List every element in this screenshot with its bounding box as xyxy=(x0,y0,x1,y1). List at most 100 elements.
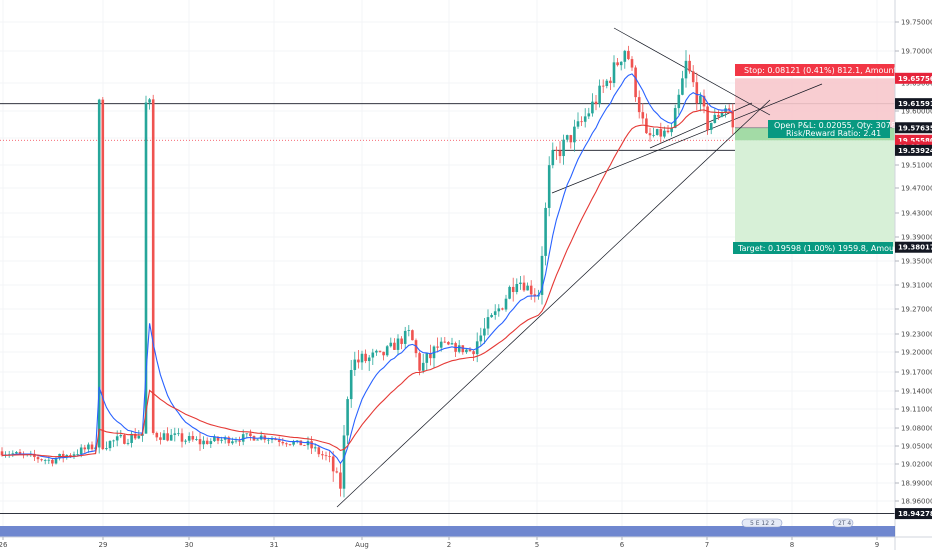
candle-body xyxy=(511,286,515,293)
price-tag: 19.65756 xyxy=(898,75,932,83)
candle-body xyxy=(205,440,209,445)
price-tag-bg xyxy=(895,134,932,146)
candle-body xyxy=(83,447,87,450)
candle-body xyxy=(223,437,227,440)
candle-body xyxy=(15,452,18,454)
candle-body xyxy=(209,441,213,445)
candle-body xyxy=(267,439,270,441)
candle-body xyxy=(691,71,695,83)
candle-body xyxy=(555,150,558,151)
target-zone[interactable] xyxy=(735,127,895,248)
price-tag-bg xyxy=(895,122,932,134)
candle-body xyxy=(439,341,443,348)
candle-body xyxy=(241,434,245,442)
candle-body xyxy=(666,130,670,133)
price-tick-label: 19.23000 xyxy=(901,331,932,339)
time-tick-label: 31 xyxy=(270,541,279,549)
candle-body xyxy=(443,341,447,343)
price-tick-label: 19.75000 xyxy=(901,19,932,27)
price-tick-label: 19.08000 xyxy=(901,425,932,433)
price-tick-label: 19.60000 xyxy=(901,108,932,116)
price-tick-label: 19.43000 xyxy=(901,210,932,218)
candle-body xyxy=(378,350,382,352)
candle-body xyxy=(609,80,612,84)
position-tool[interactable] xyxy=(735,78,895,248)
candle-body xyxy=(137,435,141,439)
candle-body xyxy=(187,435,191,441)
candle-body xyxy=(299,440,303,446)
candle-body xyxy=(159,437,162,440)
price-axis[interactable]: 19.7500019.7000019.6500019.6000019.56000… xyxy=(894,0,932,550)
triangle-lower-trendline[interactable] xyxy=(649,102,753,149)
price-tag: 19.61591 xyxy=(898,100,932,108)
candle-body xyxy=(501,308,504,310)
price-tags: 19.6575619.6159119.5763519.5558021:0819.… xyxy=(895,72,932,520)
candle-body xyxy=(418,353,421,371)
candle-body xyxy=(375,350,378,353)
price-tick-label: 19.02000 xyxy=(901,461,932,469)
candle-body xyxy=(162,433,166,440)
candle-body xyxy=(177,433,180,435)
candle-body xyxy=(346,399,349,436)
time-tick-label: 30 xyxy=(185,541,194,549)
candle-body xyxy=(364,353,367,362)
candle-body xyxy=(623,50,627,62)
time-tick-label: 26 xyxy=(0,541,8,549)
candle-body xyxy=(670,127,673,133)
candle-body xyxy=(540,255,544,295)
candle-body xyxy=(663,130,666,137)
candle-body xyxy=(619,61,623,66)
candle-body xyxy=(720,112,724,117)
price-tag: 19.57635 xyxy=(898,124,932,132)
price-tag-bg xyxy=(895,241,932,253)
candle-body xyxy=(479,335,483,342)
rising-trendline[interactable] xyxy=(336,99,771,508)
event-badge[interactable]: 2T 4 xyxy=(832,518,854,528)
candle-body xyxy=(569,135,573,143)
candle-body xyxy=(216,436,220,441)
price-tick-label: 19.11000 xyxy=(901,406,932,414)
candle-body xyxy=(72,454,76,456)
candle-body xyxy=(551,150,555,166)
candle-body xyxy=(33,453,36,458)
candle-body xyxy=(684,60,688,79)
time-axis[interactable]: 26 29 30 31 Aug 2 5 6 7 8 9 xyxy=(0,537,879,549)
candle-body xyxy=(61,453,65,458)
candle-body xyxy=(101,99,105,450)
candle-body xyxy=(40,459,43,461)
candle-body xyxy=(519,282,522,284)
candle-body xyxy=(349,370,353,400)
stop-label-bg xyxy=(735,64,895,76)
candle-body xyxy=(195,439,198,440)
candle-body xyxy=(465,349,468,353)
candle-body xyxy=(717,114,720,117)
candle-body xyxy=(130,433,133,443)
candle-body xyxy=(497,308,501,312)
event-badge[interactable]: 5 E 12 2 xyxy=(741,518,783,528)
candle-body xyxy=(0,451,4,456)
candle-body xyxy=(699,95,702,104)
candle-body xyxy=(321,454,324,456)
channel-trendline[interactable] xyxy=(551,83,823,194)
candle-body xyxy=(166,433,169,441)
candle-body xyxy=(281,441,285,444)
candle-body xyxy=(119,435,123,437)
price-tick-label: 19.35000 xyxy=(901,258,932,266)
candle-body xyxy=(583,116,587,122)
price-tag-bg xyxy=(895,72,932,84)
candle-body xyxy=(353,359,357,371)
candle-body xyxy=(274,439,277,441)
candle-body xyxy=(288,444,292,446)
candle-body xyxy=(677,94,681,109)
candle-body xyxy=(457,345,461,352)
candle-body xyxy=(547,165,551,208)
candle-body xyxy=(587,113,591,117)
candle-body xyxy=(493,311,497,315)
candle-body xyxy=(306,441,310,446)
candle-body xyxy=(702,95,706,107)
price-tick-label: 19.17000 xyxy=(901,369,932,377)
candle-body xyxy=(238,440,241,442)
time-tick-label: 8 xyxy=(790,541,794,549)
candle-body xyxy=(54,458,58,464)
